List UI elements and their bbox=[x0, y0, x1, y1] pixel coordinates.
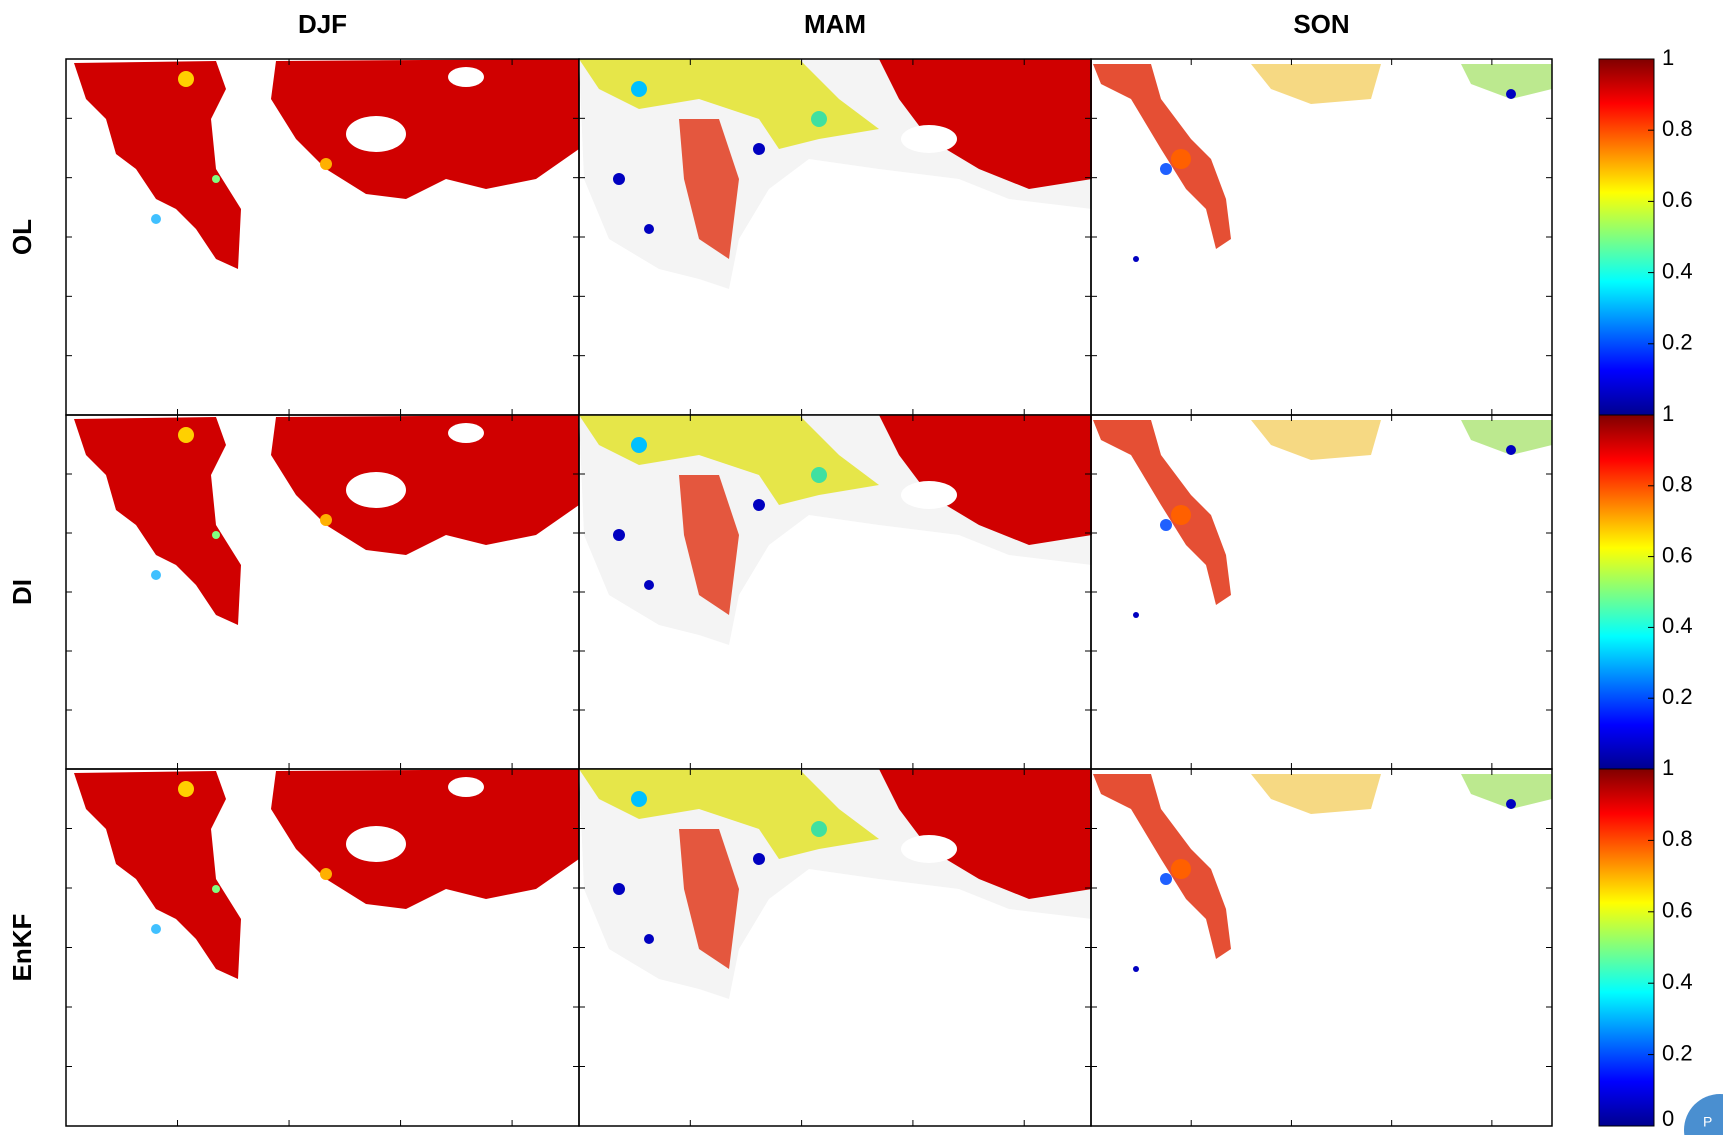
map-field bbox=[579, 415, 1092, 645]
map-panel bbox=[65, 58, 580, 416]
column-title: MAM bbox=[804, 9, 866, 39]
column-title: DJF bbox=[298, 9, 347, 39]
colorbar-tick-label: 0.2 bbox=[1662, 684, 1693, 709]
row-label: OL bbox=[7, 219, 37, 255]
row-label: EnKF bbox=[7, 914, 37, 982]
colorbar bbox=[1598, 58, 1655, 416]
colorbar-tick-label: 0 bbox=[1662, 1106, 1674, 1131]
map-field bbox=[74, 59, 579, 269]
badge[interactable] bbox=[1684, 1094, 1723, 1135]
colorbar-tick-label: 0.4 bbox=[1662, 613, 1693, 638]
colorbar-tick-label: 1 bbox=[1662, 401, 1674, 426]
labels: DJF MAM SON OL 0.2 0.4 0.6 0.8 1 DI 0.2 0.4 0.6 0.8 1 E… bbox=[7, 9, 1693, 1131]
colorbar-tick-label: 0.2 bbox=[1662, 330, 1693, 355]
map-panel bbox=[1090, 414, 1553, 770]
colorbar-tick-label: 0.8 bbox=[1662, 826, 1693, 851]
map-panel bbox=[578, 58, 1092, 416]
map-panel bbox=[65, 768, 580, 1127]
colorbar-tick-label: 0.8 bbox=[1662, 472, 1693, 497]
map-field bbox=[579, 59, 1092, 289]
map-field bbox=[579, 769, 1092, 999]
colorbar bbox=[1598, 768, 1655, 1127]
map-panel bbox=[578, 414, 1092, 770]
map-field bbox=[1093, 64, 1552, 262]
colorbar-tick-label: 0.2 bbox=[1662, 1040, 1693, 1065]
colorbar-tick-label: 0.6 bbox=[1662, 898, 1693, 923]
panel-grid bbox=[65, 58, 1655, 1127]
map-field bbox=[74, 415, 579, 625]
map-panel bbox=[1090, 768, 1553, 1127]
colorbar-tick-label: 1 bbox=[1662, 755, 1674, 780]
map-field bbox=[74, 769, 579, 979]
colorbar-tick-label: 0.6 bbox=[1662, 542, 1693, 567]
map-panel bbox=[1090, 58, 1553, 416]
colorbar-tick-label: 0.6 bbox=[1662, 187, 1693, 212]
row-label: DI bbox=[7, 579, 37, 605]
map-field bbox=[1093, 420, 1552, 618]
map-field bbox=[1093, 774, 1552, 972]
column-title: SON bbox=[1293, 9, 1349, 39]
map-panel bbox=[65, 414, 580, 770]
map-panel bbox=[578, 768, 1092, 1127]
badge-text[interactable]: P bbox=[1703, 1114, 1712, 1130]
colorbar-tick-label: 0.8 bbox=[1662, 116, 1693, 141]
colorbar-tick-label: 0.4 bbox=[1662, 258, 1693, 283]
colorbar-tick-label: 0.4 bbox=[1662, 969, 1693, 994]
colorbar-tick-label: 1 bbox=[1662, 45, 1674, 70]
colorbar bbox=[1598, 414, 1655, 770]
